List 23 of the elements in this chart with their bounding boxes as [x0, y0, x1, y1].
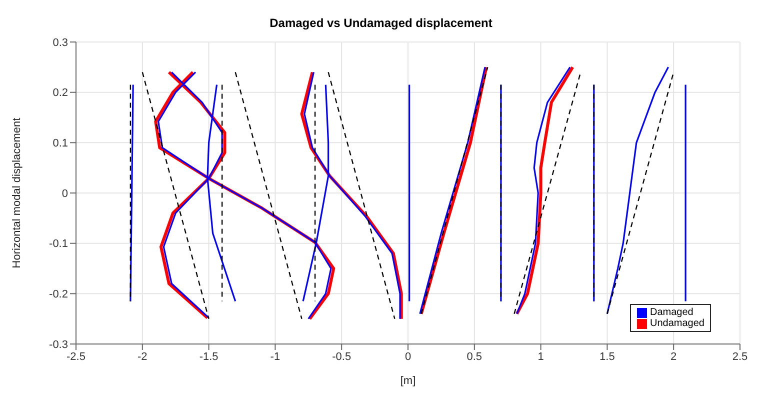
y-tick-label: 0 — [62, 188, 68, 200]
y-tick-label: 0.1 — [52, 138, 68, 150]
x-tick-label: -2.5 — [66, 350, 86, 363]
x-tick-label: 0.5 — [466, 350, 482, 363]
chart-title: Damaged vs Undamaged displacement — [268, 16, 494, 30]
x-tick-label: 1 — [538, 350, 544, 363]
x-tick-label: -2 — [138, 350, 148, 363]
y-tick-label: -0.3 — [49, 338, 68, 351]
x-tick-label: 1.5 — [600, 350, 615, 363]
y-tick-label: -0.1 — [49, 238, 68, 250]
x-tick-label: -1 — [270, 350, 280, 363]
x-tick-label: -1.5 — [199, 350, 218, 363]
y-axis-title: Horizontal modal displacement — [10, 118, 23, 268]
legend-label: Damaged — [650, 307, 694, 318]
y-tick-label: 0.2 — [52, 87, 68, 100]
legend-label: Undamaged — [650, 318, 704, 329]
x-tick-label: 0 — [404, 350, 412, 363]
x-axis-title: [m] — [400, 374, 416, 387]
y-tick-label: 0.3 — [52, 36, 68, 49]
x-tick-label: -0.5 — [332, 350, 352, 363]
y-tick-label: -0.2 — [49, 288, 68, 301]
x-tick-label: 2.5 — [732, 350, 748, 363]
x-tick-label: 2 — [670, 350, 677, 363]
